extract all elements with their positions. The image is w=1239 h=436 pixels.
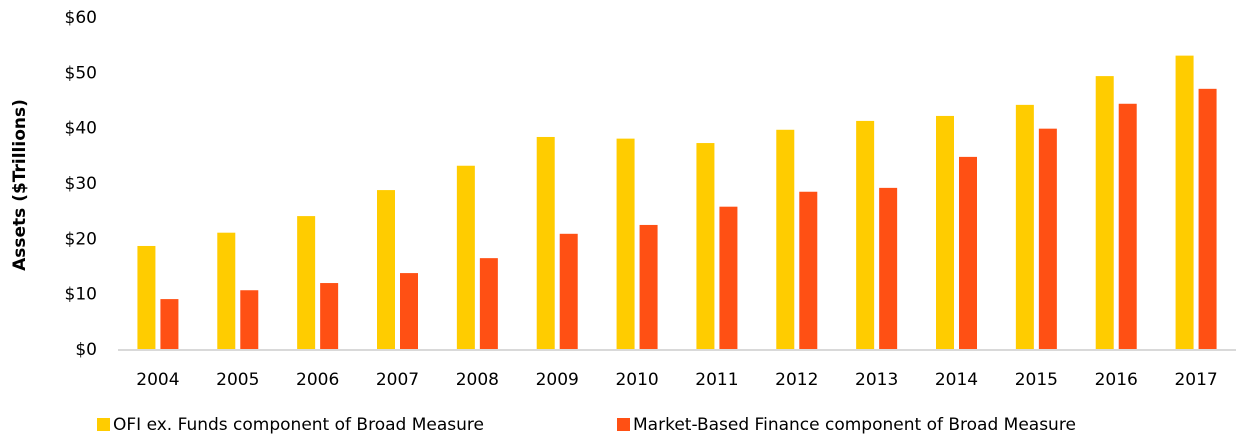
y-axis-label: Assets ($Trillions): [10, 99, 30, 271]
bar: [479, 258, 498, 350]
x-tick-label: 2010: [615, 370, 658, 390]
y-tick-label: $30: [65, 174, 97, 194]
bar: [1175, 55, 1194, 350]
legend-swatch: [97, 418, 110, 431]
bar: [240, 290, 259, 350]
x-tick-label: 2004: [136, 370, 179, 390]
x-tick-label: 2015: [1015, 370, 1058, 390]
bar: [320, 283, 339, 350]
y-tick-label: $10: [65, 285, 97, 305]
bar: [719, 206, 738, 350]
bar: [799, 191, 818, 350]
bar: [377, 190, 395, 350]
legend-label: OFI ex. Funds component of Broad Measure: [113, 415, 484, 435]
bar: [137, 245, 156, 350]
bar: [297, 216, 316, 350]
y-tick-label: $50: [65, 63, 97, 83]
x-tick-label: 2016: [1095, 370, 1138, 390]
bar: [1015, 104, 1034, 350]
x-tick-label: 2005: [216, 370, 259, 390]
x-tick-label: 2008: [456, 370, 499, 390]
bar: [1095, 76, 1114, 350]
bar: [1118, 103, 1137, 351]
bar: [936, 115, 954, 350]
x-tick-label: 2007: [376, 370, 419, 390]
bar: [879, 187, 898, 350]
x-tick-label: 2012: [775, 370, 818, 390]
bar: [1038, 128, 1057, 350]
x-tick-label: 2017: [1174, 370, 1217, 390]
bar: [959, 156, 977, 350]
bar: [1198, 88, 1217, 351]
x-tick-label: 2013: [855, 370, 898, 390]
bar: [696, 143, 715, 350]
x-tick-label: 2006: [296, 370, 339, 390]
x-tick-label: 2011: [695, 370, 738, 390]
legend-label: Market-Based Finance component of Broad …: [633, 415, 1076, 435]
x-tick-label: 2009: [536, 370, 579, 390]
bar: [456, 165, 475, 350]
bar: [639, 224, 658, 350]
bar: [536, 136, 555, 350]
bar: [776, 129, 795, 350]
y-tick-label: $0: [75, 340, 97, 360]
bar: [217, 232, 236, 350]
y-tick-label: $40: [65, 119, 97, 139]
bar: [559, 233, 578, 350]
bar: [856, 120, 875, 350]
x-tick-label: 2014: [935, 370, 978, 390]
bar: [400, 273, 418, 350]
legend-swatch: [617, 418, 630, 431]
bar: [616, 138, 635, 350]
bar: [160, 299, 179, 350]
y-tick-label: $20: [65, 229, 97, 249]
y-tick-label: $60: [65, 8, 97, 28]
